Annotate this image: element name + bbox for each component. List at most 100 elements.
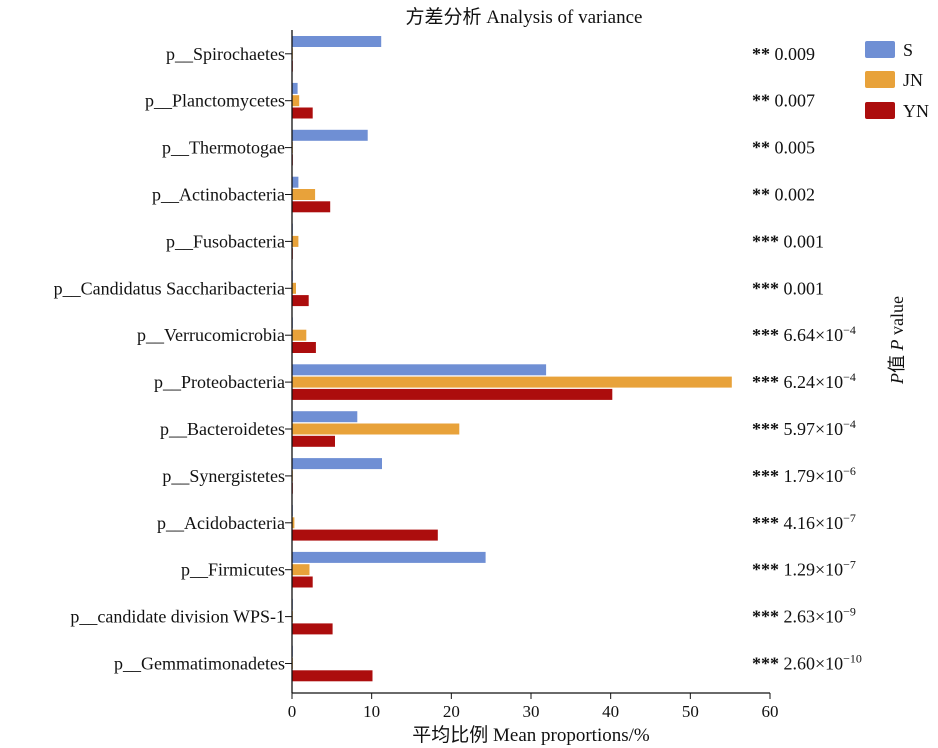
- bar-jn-10: [292, 517, 295, 529]
- category-label-4: p__Fusobacteria: [166, 231, 285, 251]
- legend-label-jn: JN: [903, 70, 923, 90]
- p-value-exponent-11: −7: [843, 558, 856, 572]
- category-label-3: p__Actinobacteria: [152, 185, 285, 205]
- p-value-stars-12: ***: [752, 607, 784, 627]
- p-value-5: *** 0.001: [752, 278, 824, 298]
- p-value-exponent-13: −10: [843, 652, 862, 666]
- p-value-stars-11: ***: [752, 560, 784, 580]
- p-value-number-12: 2.63×10: [784, 607, 844, 627]
- bar-yn-6: [292, 342, 316, 353]
- x-tick-label-5: 50: [682, 702, 699, 721]
- p-value-axis-label-p2: P: [887, 339, 907, 351]
- bar-jn-6: [292, 329, 307, 341]
- p-value-13: *** 2.60×10−10: [752, 652, 862, 674]
- p-value-number-4: 0.001: [784, 231, 825, 251]
- p-value-3: ** 0.002: [752, 185, 815, 205]
- category-label-7: p__Proteobacteria: [154, 372, 285, 392]
- p-value-stars-7: ***: [752, 372, 784, 392]
- bar-yn-5: [292, 295, 309, 307]
- p-value-7: *** 6.24×10−4: [752, 370, 856, 392]
- p-value-number-3: 0.002: [775, 185, 816, 205]
- p-value-stars-2: **: [752, 138, 775, 158]
- p-value-1: ** 0.007: [752, 91, 815, 111]
- p-value-number-6: 6.64×10: [784, 325, 844, 345]
- category-label-8: p__Bacteroidetes: [160, 419, 285, 439]
- category-label-1: p__Planctomycetes: [145, 91, 285, 111]
- bar-jn-4: [292, 235, 299, 247]
- category-label-11: p__Firmicutes: [181, 560, 285, 580]
- p-value-axis-label-p: P: [887, 373, 907, 385]
- p-values-group: ** 0.009** 0.007** 0.005** 0.002*** 0.00…: [752, 44, 862, 674]
- p-value-number-8: 5.97×10: [784, 419, 844, 439]
- bar-jn-3: [292, 189, 316, 200]
- x-tick-label-0: 0: [288, 702, 297, 721]
- p-value-2: ** 0.005: [752, 138, 815, 158]
- bar-s-8: [292, 411, 358, 423]
- p-value-exponent-12: −9: [843, 605, 856, 619]
- p-value-axis-label: P值 P value: [887, 296, 907, 385]
- bar-yn-8: [292, 435, 335, 447]
- axes-group: 0 10 20 30 40 50 60: [285, 30, 779, 721]
- p-value-stars-6: ***: [752, 325, 784, 345]
- p-value-axis-label-rest: 值: [887, 350, 907, 373]
- legend-swatch-s: [865, 41, 895, 58]
- p-value-8: *** 5.97×10−4: [752, 417, 856, 439]
- x-tick-label-1: 10: [363, 702, 380, 721]
- p-value-exponent-9: −6: [843, 464, 856, 478]
- bar-s-7: [292, 364, 547, 376]
- bar-jn-11: [292, 564, 310, 576]
- legend-label-s: S: [903, 40, 913, 60]
- p-value-stars-1: **: [752, 91, 775, 111]
- p-value-stars-0: **: [752, 44, 775, 64]
- bar-s-2: [292, 129, 368, 141]
- bar-s-3: [292, 176, 299, 188]
- legend-swatch-jn: [865, 71, 895, 88]
- p-value-6: *** 6.64×10−4: [752, 323, 856, 345]
- p-value-9: *** 1.79×10−6: [752, 464, 856, 486]
- p-value-exponent-8: −4: [843, 417, 856, 431]
- legend-swatch-yn: [865, 102, 895, 119]
- category-label-0: p__Spirochaetes: [166, 44, 285, 64]
- p-value-number-11: 1.29×10: [784, 560, 844, 580]
- x-tick-label-2: 20: [443, 702, 460, 721]
- bar-yn-11: [292, 576, 313, 588]
- bar-yn-12: [292, 623, 333, 635]
- p-value-number-7: 6.24×10: [784, 372, 844, 392]
- p-value-stars-3: **: [752, 185, 775, 205]
- p-value-number-9: 1.79×10: [784, 466, 844, 486]
- p-value-number-1: 0.007: [775, 91, 816, 111]
- p-value-stars-13: ***: [752, 654, 784, 674]
- p-value-4: *** 0.001: [752, 231, 824, 251]
- p-value-number-2: 0.005: [775, 138, 816, 158]
- bars-group: [292, 36, 732, 682]
- bar-jn-8: [292, 423, 460, 435]
- bar-yn-7: [292, 388, 613, 400]
- category-label-13: p__Gemmatimonadetes: [114, 654, 285, 674]
- bar-yn-10: [292, 529, 438, 541]
- bar-yn-1: [292, 107, 313, 119]
- category-label-6: p__Verrucomicrobia: [137, 325, 285, 345]
- p-value-axis-label-tail: value: [887, 296, 907, 339]
- p-value-exponent-7: −4: [843, 370, 856, 384]
- x-tick-label-3: 30: [523, 702, 540, 721]
- category-label-5: p__Candidatus Saccharibacteria: [54, 278, 285, 298]
- bar-yn-3: [292, 201, 331, 213]
- legend: S JN YN: [865, 40, 929, 121]
- x-tick-label-6: 60: [762, 702, 779, 721]
- p-value-stars-9: ***: [752, 466, 784, 486]
- legend-label-yn: YN: [903, 101, 929, 121]
- p-value-number-0: 0.009: [775, 44, 816, 64]
- category-labels-group: p__Spirochaetes p__Planctomycetes p__Therm…: [54, 44, 285, 674]
- p-value-10: *** 4.16×10−7: [752, 511, 856, 533]
- category-label-10: p__Acidobacteria: [157, 513, 285, 533]
- bar-s-9: [292, 458, 382, 470]
- p-value-11: *** 1.29×10−7: [752, 558, 856, 580]
- chart-title: 方差分析 Analysis of variance: [406, 6, 643, 28]
- bar-jn-1: [292, 95, 300, 107]
- p-value-number-13: 2.60×10: [784, 654, 844, 674]
- category-label-2: p__Thermotogae: [162, 138, 285, 158]
- p-value-number-5: 0.001: [784, 278, 825, 298]
- bar-jn-7: [292, 376, 732, 388]
- p-value-stars-8: ***: [752, 419, 784, 439]
